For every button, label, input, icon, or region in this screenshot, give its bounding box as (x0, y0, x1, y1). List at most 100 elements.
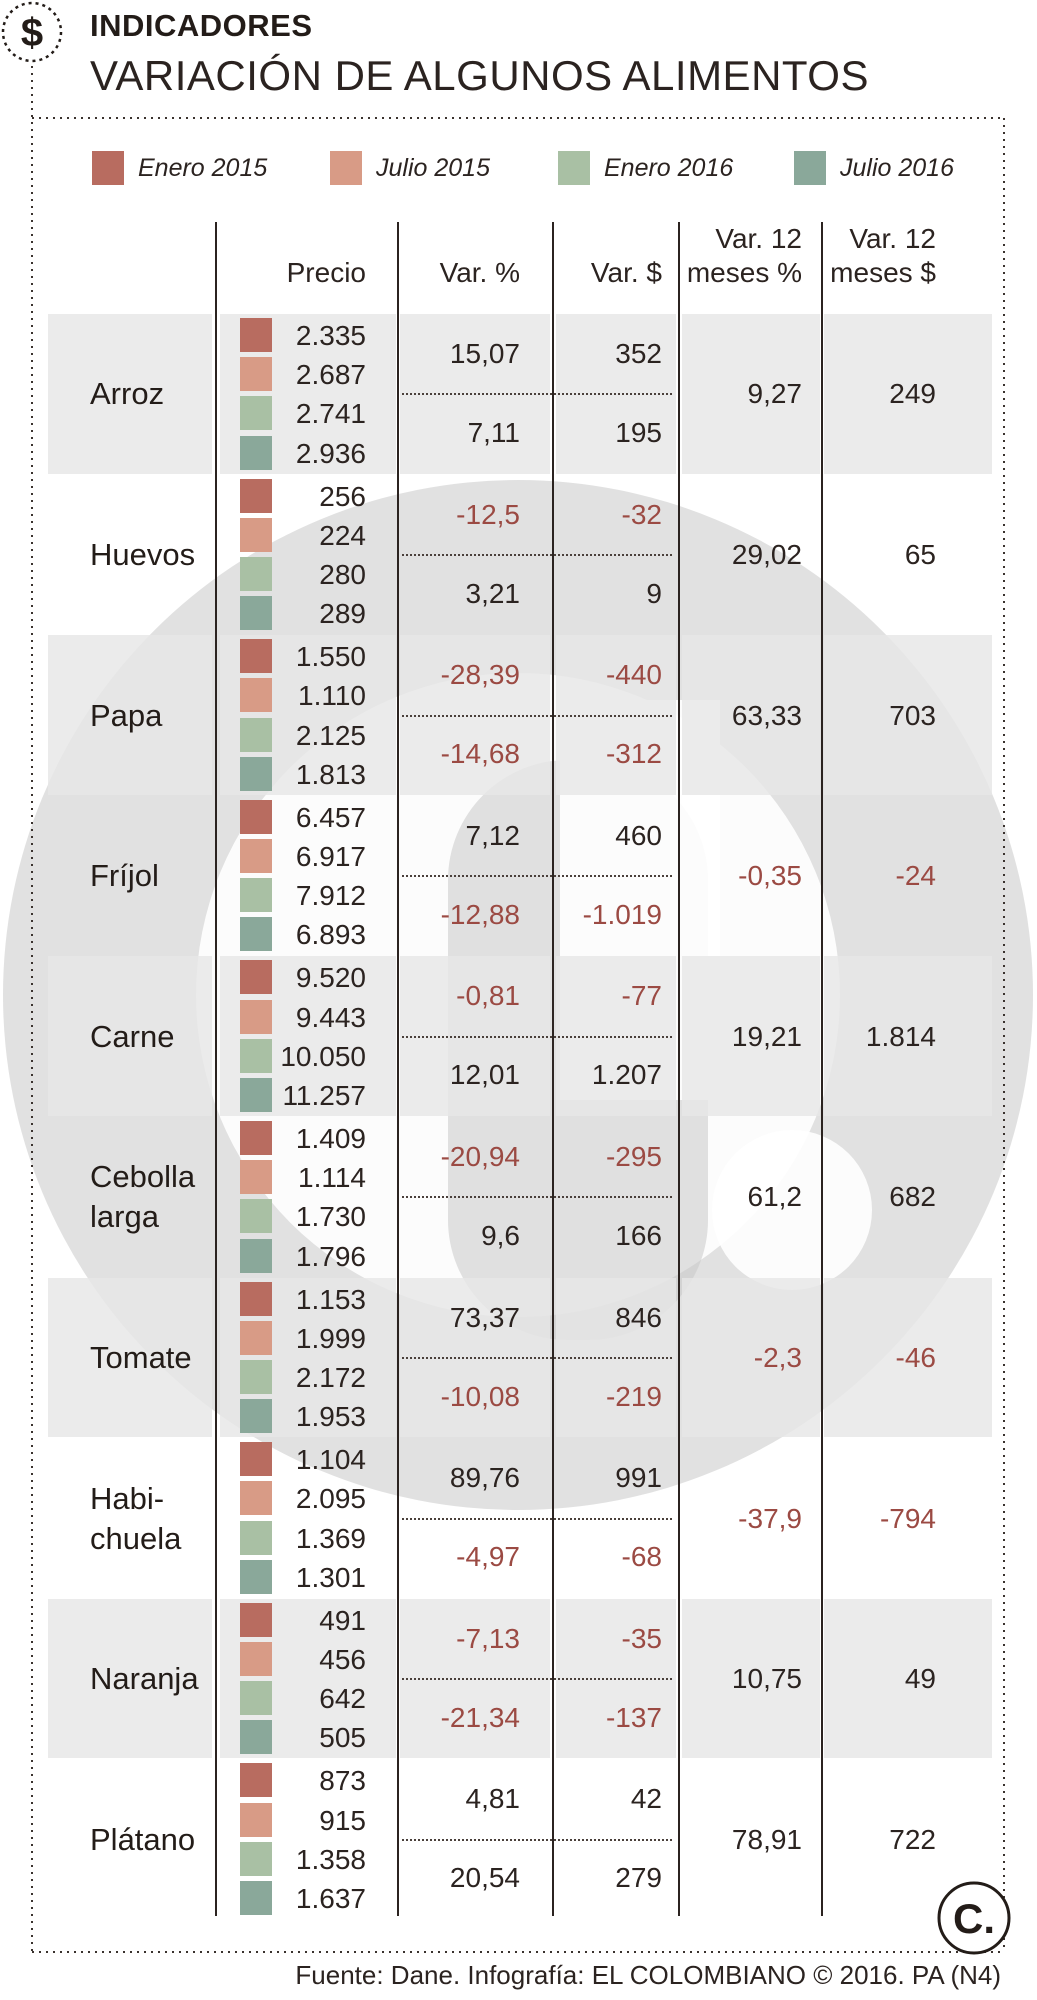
price-swatch (240, 639, 272, 674)
row-band (48, 635, 212, 795)
legend-item-enero-2015: Enero 2015 (92, 150, 267, 186)
source-credit: Fuente: Dane. Infografía: EL COLOMBIANO … (295, 1960, 1001, 1990)
var12-abs-value: 703 (889, 699, 936, 731)
price-value: 1.114 (298, 1162, 366, 1194)
var12-abs-value: 682 (889, 1181, 936, 1213)
var-abs-value: -68 (621, 1541, 662, 1573)
row-label-line: Huevos (90, 536, 196, 572)
legend-item-julio-2015: Julio 2015 (330, 150, 490, 186)
var-abs-value: 991 (615, 1462, 662, 1494)
price-swatch (240, 318, 272, 352)
row-band (824, 635, 992, 795)
var-pct-value: -28,39 (440, 659, 520, 691)
price-value: 1.730 (295, 1201, 366, 1233)
var12-abs-value: 249 (889, 378, 936, 410)
price-value: 2.125 (295, 719, 366, 751)
var12-pct-value: -0,35 (738, 860, 802, 892)
var12-pct-value: -37,9 (738, 1502, 802, 1534)
row-label: Arroz (90, 374, 210, 414)
row-band (682, 1277, 820, 1438)
row-band (682, 956, 820, 1116)
price-swatch (240, 717, 272, 752)
var12-pct-value: -2,3 (753, 1341, 802, 1373)
var-pct-value: 4,81 (465, 1783, 521, 1815)
price-value: 1.301 (295, 1561, 366, 1593)
legend-swatch (794, 151, 826, 185)
var-abs-value: 166 (615, 1220, 662, 1251)
price-swatch (240, 357, 272, 392)
row-label-line: chuela (90, 1520, 182, 1556)
row-label-line: Fríjol (90, 858, 159, 894)
price-swatch (240, 1481, 272, 1516)
price-value: 642 (319, 1683, 366, 1715)
var-pct-value: -21,34 (440, 1701, 520, 1733)
row-band (682, 635, 820, 795)
price-value: 289 (319, 598, 366, 630)
price-value: 1.104 (295, 1444, 366, 1476)
var12-pct-value: 10,75 (731, 1663, 802, 1695)
cell-divider (402, 714, 672, 717)
var-abs-value: -440 (605, 659, 662, 691)
price-value: 224 (319, 519, 366, 551)
price-swatch (240, 1602, 272, 1637)
row-label-line: Cebolla (90, 1159, 196, 1195)
cell-divider (402, 1196, 672, 1199)
dollar-icon: $ (1, 1, 63, 63)
column-header-var-pct: Var. % (439, 257, 520, 288)
var-abs-value: 1.207 (591, 1059, 662, 1091)
row-label: Papa (90, 696, 210, 736)
var-pct-value: -12,88 (440, 898, 520, 930)
var12-abs-value: -794 (879, 1502, 936, 1534)
legend-swatch (92, 151, 124, 185)
price-swatch (240, 596, 272, 631)
price-value: 915 (319, 1804, 366, 1836)
price-value: 1.550 (295, 641, 366, 673)
var-pct-value: -20,94 (440, 1141, 520, 1172)
price-swatch (240, 1681, 272, 1716)
price-value: 1.369 (295, 1522, 366, 1554)
var12-pct-value: 9,27 (747, 378, 803, 410)
var-pct-value: -12,5 (456, 498, 520, 530)
row-label-line: Habi- (90, 1480, 165, 1516)
var-pct-value: -7,13 (456, 1622, 520, 1654)
price-value: 1.796 (295, 1240, 366, 1272)
column-header-line: Var. 12 (849, 223, 936, 254)
row-label: Plátano (90, 1820, 210, 1860)
var-pct-value: 9,6 (481, 1220, 520, 1251)
cell-divider (402, 1838, 672, 1841)
row-band (824, 314, 992, 474)
row-label: Fríjol (90, 856, 210, 896)
price-value: 1.953 (295, 1401, 366, 1433)
price-swatch (240, 1559, 272, 1594)
price-swatch (240, 1121, 272, 1155)
var-pct-value: -4,97 (456, 1541, 520, 1573)
price-swatch (240, 799, 272, 834)
price-value: 7.912 (295, 880, 366, 912)
page-title: VARIACIÓN DE ALGUNOS ALIMENTOS (90, 52, 869, 99)
price-value: 1.813 (295, 758, 366, 790)
price-value: 2.741 (295, 398, 366, 430)
price-value: 505 (319, 1722, 366, 1754)
price-value: 2.687 (295, 359, 366, 391)
var-abs-value: -295 (605, 1141, 662, 1172)
column-header-var12-pct: Var. 12 meses % (680, 222, 802, 290)
price-value: 873 (319, 1765, 366, 1797)
price-value: 2.335 (295, 320, 366, 351)
price-value: 6.917 (295, 841, 366, 872)
column-header-precio: Precio (286, 257, 366, 288)
price-swatch (240, 517, 272, 552)
row-band (48, 1277, 212, 1438)
var-abs-value: 42 (630, 1783, 662, 1815)
price-swatch (240, 878, 272, 913)
column-header-line: meses $ (830, 257, 936, 288)
row-label-line: Arroz (90, 376, 165, 412)
price-swatch (240, 1642, 272, 1676)
column-header-line: Var. 12 (715, 223, 802, 254)
var-pct-value: 12,01 (449, 1059, 520, 1091)
var-pct-value: 15,07 (449, 338, 520, 369)
var-pct-value: 7,12 (465, 819, 521, 851)
row-band (48, 1598, 212, 1759)
row-band (682, 1598, 820, 1759)
